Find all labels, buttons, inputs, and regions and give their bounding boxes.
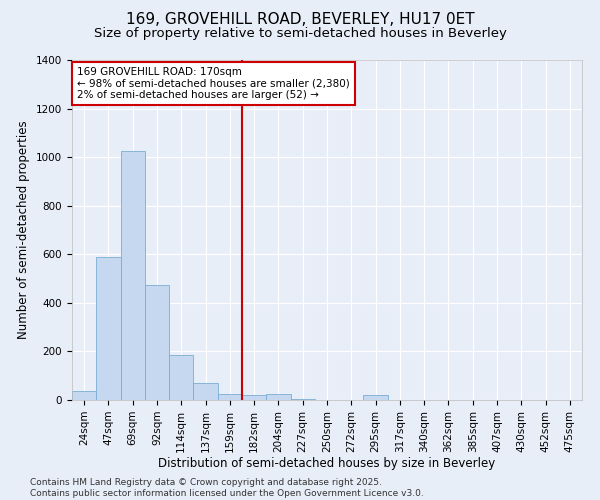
Bar [364,395,388,400]
Bar [121,151,145,400]
Bar [169,355,193,400]
Bar [290,399,315,400]
Bar [72,391,96,400]
Text: Contains HM Land Registry data © Crown copyright and database right 2025.
Contai: Contains HM Land Registry data © Crown c… [30,478,424,498]
Bar [266,394,290,400]
Bar [242,395,266,400]
Bar [218,394,242,400]
Bar [96,256,121,400]
Text: Size of property relative to semi-detached houses in Beverley: Size of property relative to semi-detach… [94,28,506,40]
Bar [145,284,169,400]
Y-axis label: Number of semi-detached properties: Number of semi-detached properties [17,120,31,340]
Text: 169 GROVEHILL ROAD: 170sqm
← 98% of semi-detached houses are smaller (2,380)
2% : 169 GROVEHILL ROAD: 170sqm ← 98% of semi… [77,67,350,100]
Bar [193,382,218,400]
Text: 169, GROVEHILL ROAD, BEVERLEY, HU17 0ET: 169, GROVEHILL ROAD, BEVERLEY, HU17 0ET [125,12,475,28]
X-axis label: Distribution of semi-detached houses by size in Beverley: Distribution of semi-detached houses by … [158,458,496,470]
